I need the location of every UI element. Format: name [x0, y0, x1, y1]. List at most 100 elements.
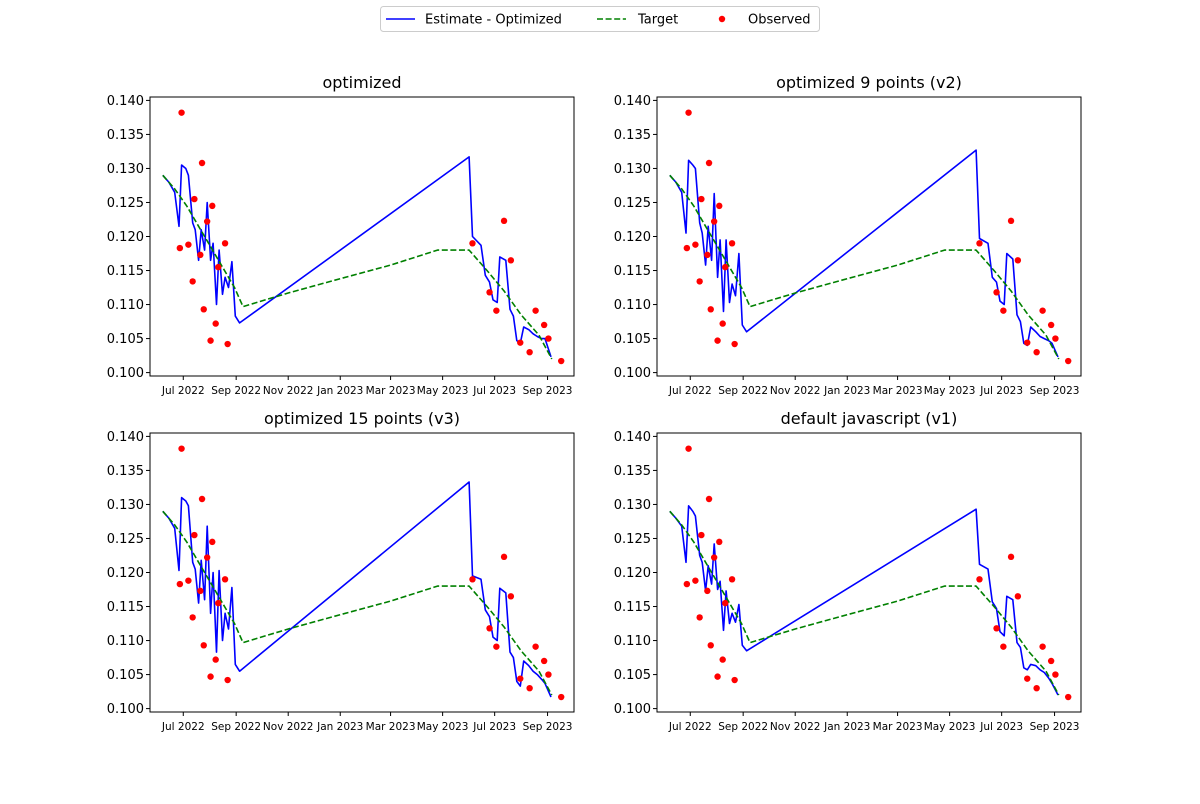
- observed-point: [683, 244, 691, 252]
- observed-point: [517, 339, 524, 346]
- observed-point: [532, 307, 539, 314]
- observed-point: [704, 251, 711, 259]
- axes-frame: [149, 96, 575, 377]
- observed-point: [176, 580, 184, 588]
- target-line: [162, 174, 553, 360]
- y-tick-label: 0.130: [107, 162, 144, 177]
- observed-point: [493, 643, 500, 650]
- legend-swatch-observed: [718, 15, 726, 23]
- observed-point: [1052, 335, 1059, 342]
- observed-point: [1039, 307, 1046, 314]
- observed-point: [224, 676, 231, 684]
- x-tick-label: Sep 2023: [1030, 721, 1080, 733]
- observed-point: [221, 576, 229, 583]
- x-tick-label: Sep 2023: [1030, 385, 1080, 397]
- y-tick-label: 0.120: [614, 230, 651, 245]
- observed-point: [197, 251, 204, 259]
- legend-label-target: Target: [637, 13, 678, 28]
- observed-point: [696, 614, 703, 621]
- x-tick-label: Jul 2023: [472, 721, 516, 733]
- x-tick-label: Nov 2022: [770, 385, 821, 397]
- observed-point: [526, 348, 533, 356]
- observed-point: [1047, 657, 1055, 665]
- y-tick-label: 0.125: [614, 196, 651, 211]
- observed-point: [1065, 693, 1072, 701]
- y-tick-label: 0.105: [107, 668, 144, 683]
- observed-point: [1000, 307, 1007, 314]
- observed-point: [558, 693, 565, 701]
- observed-point: [207, 673, 214, 680]
- observed-point: [212, 320, 219, 327]
- x-tick-label: Sep 2022: [211, 385, 261, 397]
- y-tick-label: 0.135: [614, 464, 651, 479]
- observed-point: [207, 337, 214, 344]
- observed-point: [1052, 671, 1059, 678]
- observed-point: [507, 257, 515, 264]
- legend-label-observed: Observed: [748, 13, 811, 28]
- observed-point: [209, 538, 216, 546]
- observed-point: [540, 321, 548, 329]
- observed-point: [200, 306, 207, 313]
- observed-point: [203, 554, 211, 561]
- observed-point: [698, 195, 705, 203]
- observed-point: [692, 241, 699, 248]
- target-line: [669, 510, 1060, 696]
- observed-point: [1033, 684, 1040, 692]
- subplot-1: 0.100 0.105 0.110 0.115 0.120 0.125 0.130 0.135…: [107, 73, 575, 397]
- estimate-line: [162, 481, 552, 698]
- observed-point: [185, 241, 192, 248]
- observed-point: [215, 263, 222, 271]
- observed-point: [526, 684, 533, 692]
- x-tick-label: Jul 2022: [668, 385, 712, 397]
- observed-point: [191, 531, 198, 539]
- observed-point: [1024, 339, 1031, 346]
- y-tick-label: 0.110: [614, 298, 651, 313]
- observed-point: [722, 263, 729, 271]
- observed-point: [176, 244, 184, 252]
- x-tick-label: Jan 2023: [316, 721, 363, 733]
- y-tick-label: 0.130: [107, 498, 144, 513]
- observed-point: [486, 289, 493, 296]
- legend: Estimate - Optimized Target Observed: [380, 6, 820, 32]
- y-tick-label: 0.100: [614, 702, 651, 717]
- observed-point: [1007, 217, 1015, 225]
- subplot-4: 0.100 0.105 0.110 0.115 0.120 0.125 0.130 0.135…: [614, 409, 1082, 733]
- observed-point: [696, 278, 703, 285]
- observed-point: [719, 320, 726, 327]
- observed-point: [200, 642, 207, 649]
- subplot-title: optimized 15 points (v3): [264, 409, 460, 428]
- y-tick-label: 0.105: [614, 332, 651, 347]
- y-tick-label: 0.120: [614, 566, 651, 581]
- observed-point: [189, 278, 196, 285]
- observed-point: [1065, 357, 1072, 365]
- subplot-2: 0.100 0.105 0.110 0.115 0.120 0.125 0.130 0.135…: [614, 73, 1082, 397]
- observed-point: [558, 357, 565, 365]
- observed-point: [532, 643, 539, 650]
- observed-point: [710, 554, 718, 561]
- observed-point: [698, 531, 705, 539]
- target-line: [162, 510, 553, 696]
- observed-point: [976, 240, 983, 247]
- observed-point: [198, 495, 206, 503]
- observed-point: [692, 577, 699, 584]
- x-tick-label: Jan 2023: [823, 721, 870, 733]
- x-tick-label: Sep 2022: [211, 721, 261, 733]
- observed-point: [1000, 643, 1007, 650]
- observed-point: [719, 656, 726, 663]
- y-tick-label: 0.110: [107, 634, 144, 649]
- observed-point: [500, 217, 508, 225]
- observed-point: [197, 587, 204, 595]
- observed-point: [212, 656, 219, 663]
- observed-point: [976, 576, 983, 583]
- observed-point: [728, 240, 736, 247]
- y-tick-label: 0.105: [107, 332, 144, 347]
- observed-point: [707, 306, 714, 313]
- subplot-title: optimized 9 points (v2): [776, 73, 962, 92]
- observed-point: [705, 495, 713, 503]
- observed-point: [500, 553, 508, 561]
- y-tick-label: 0.130: [614, 162, 651, 177]
- observed-point: [1007, 553, 1015, 561]
- observed-point: [714, 337, 721, 344]
